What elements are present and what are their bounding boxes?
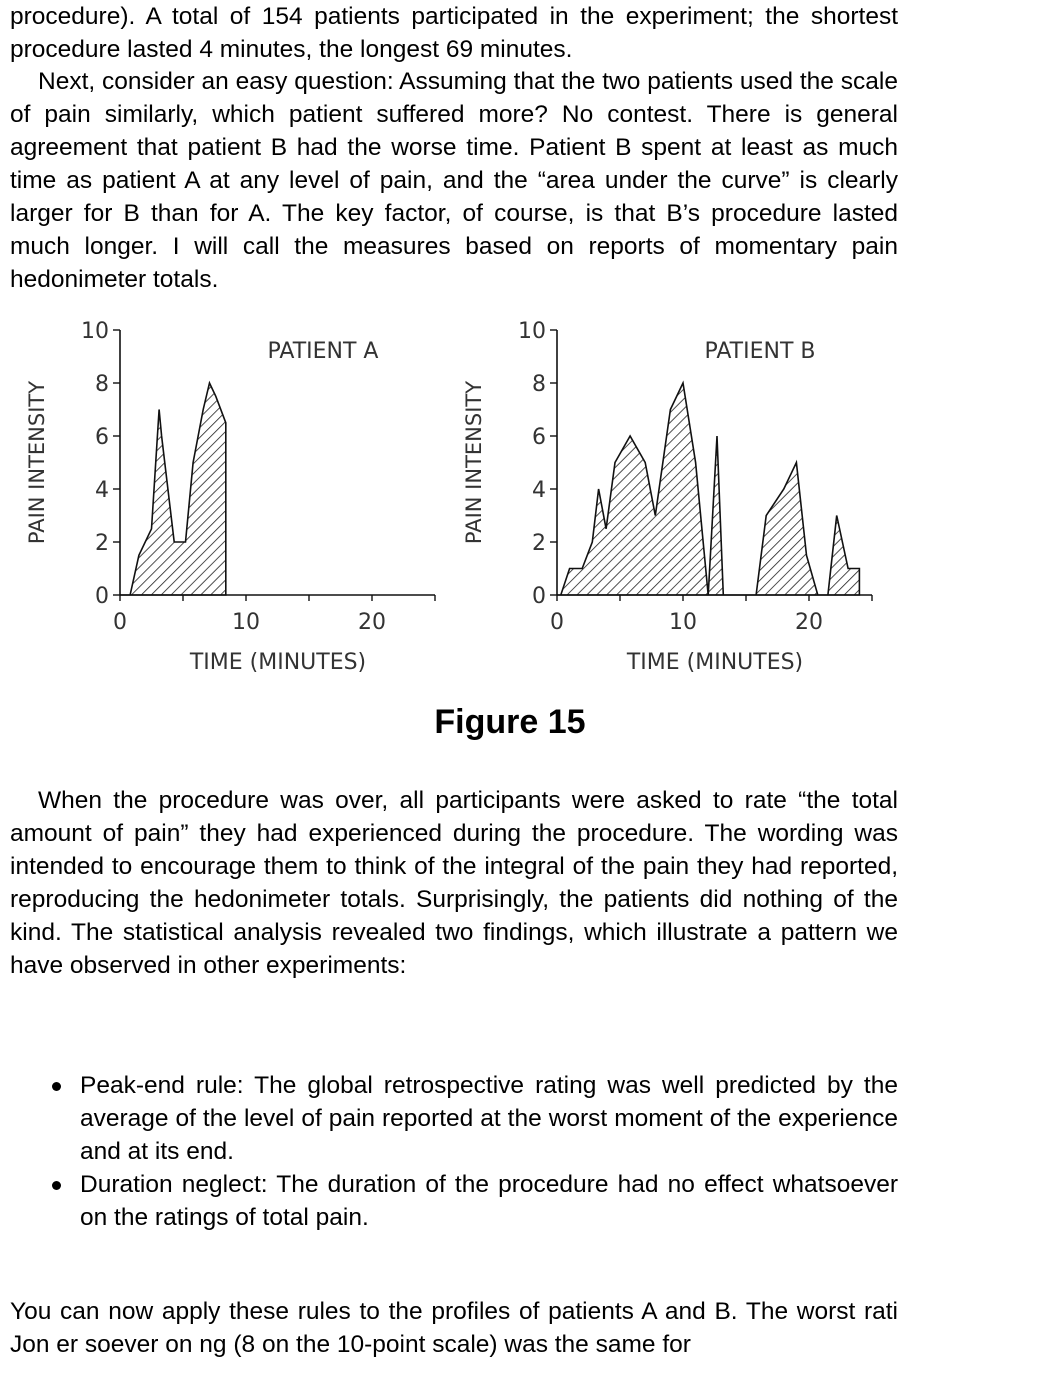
y-tick-label: 4 xyxy=(532,478,546,503)
y-tick-label: 8 xyxy=(532,372,546,397)
x-tick-label: 20 xyxy=(358,610,386,635)
bullet-dot xyxy=(52,1181,61,1190)
y-axis-label: PAIN INTENSITY xyxy=(462,381,486,544)
findings-list: Peak-end rule: The global retrospective … xyxy=(46,1069,898,1234)
y-tick-label: 10 xyxy=(518,319,546,344)
paragraph-ratings: When the procedure was over, all partici… xyxy=(10,787,898,979)
x-tick-label: 10 xyxy=(232,610,260,635)
x-axis-label: TIME (MINUTES) xyxy=(626,650,803,675)
y-tick-label: 4 xyxy=(95,478,109,503)
x-tick-label: 0 xyxy=(113,610,127,635)
bullet-duration-neglect: Duration neglect: The duration of the pr… xyxy=(80,1171,898,1231)
y-tick-label: 0 xyxy=(532,584,546,609)
chart-patient-b: 0 2 4 6 8 10 0 10 20 PATIENT B TIME (MINUTES) PAIN … xyxy=(462,319,873,675)
y-tick-label: 2 xyxy=(95,531,109,556)
pain-area-series xyxy=(557,380,861,596)
y-tick-label: 6 xyxy=(532,425,546,450)
chart-patient-a: 0 2 4 6 8 10 0 10 20 PATIENT A TIME (MINUTES) PAIN … xyxy=(25,319,436,675)
y-axis-label: PAIN INTENSITY xyxy=(25,381,49,544)
x-axis-label: TIME (MINUTES) xyxy=(189,650,366,675)
paragraph-intro: procedure). A total of 154 patients part… xyxy=(10,3,898,63)
y-tick-label: 2 xyxy=(532,531,546,556)
paragraph-comparison: Next, consider an easy question: Assumin… xyxy=(10,68,898,293)
pain-area-series xyxy=(120,380,227,596)
paragraph-apply-rules: You can now apply these rules to the pro… xyxy=(10,1298,898,1358)
x-tick-label: 10 xyxy=(669,610,697,635)
chart-title: PATIENT B xyxy=(704,339,815,364)
x-tick-label: 20 xyxy=(795,610,823,635)
chart-title: PATIENT A xyxy=(268,339,379,364)
y-tick-label: 8 xyxy=(95,372,109,397)
y-tick-label: 0 xyxy=(95,584,109,609)
y-tick-label: 6 xyxy=(95,425,109,450)
y-tick-label: 10 xyxy=(81,319,109,344)
list-item: Peak-end rule: The global retrospective … xyxy=(46,1069,898,1168)
bullet-dot xyxy=(52,1082,61,1091)
x-tick-label: 0 xyxy=(550,610,564,635)
bullet-peak-end: Peak-end rule: The global retrospective … xyxy=(80,1072,898,1165)
figure-caption: Figure 15 xyxy=(434,703,586,741)
list-item: Duration neglect: The duration of the pr… xyxy=(46,1168,898,1234)
